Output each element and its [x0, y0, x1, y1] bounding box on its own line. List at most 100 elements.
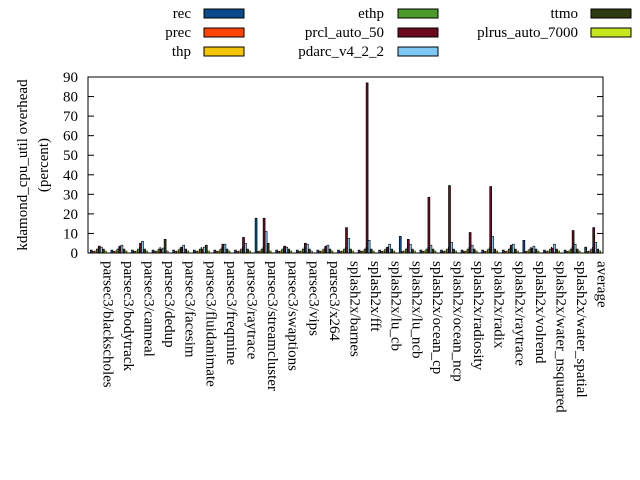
bar-pdarc_v4_2_2-17 — [450, 241, 453, 254]
bar-rec-15 — [398, 236, 402, 254]
legend-label: ethp — [358, 6, 384, 22]
y-tick-label: 70 — [63, 109, 78, 125]
legend-label: pdarc_v4_2_2 — [298, 44, 384, 60]
x-tick-label: splash2x/fft — [367, 261, 383, 332]
x-axis: parsec3/blackscholes parsec3/bodytrack par… — [97, 247, 610, 413]
bars — [89, 82, 602, 254]
x-tick-label: splash2x/water_nsquared — [553, 261, 569, 413]
bar-ttmo-18 — [472, 248, 476, 254]
bar-pdarc_v4_2_2-8 — [264, 231, 268, 254]
x-tick-label: splash2x/ocean_ncp — [450, 261, 466, 382]
x-tick-label: parsec3/blackscholes — [99, 261, 115, 388]
x-tick-label: parsec3/bodytrack — [120, 261, 136, 371]
legend-swatch — [203, 46, 245, 57]
x-tick-label: parsec3/canneal — [141, 261, 157, 357]
bar-ttmo-15 — [411, 248, 414, 254]
bar-ttmo-14 — [390, 248, 394, 254]
legend-label: prec — [165, 25, 191, 41]
bar-rec-24 — [584, 246, 587, 254]
x-tick-label: parsec3/freqmine — [223, 261, 239, 365]
bar-pdarc_v4_2_2-1 — [120, 244, 124, 254]
bar-pdarc_v4_2_2-21 — [532, 245, 536, 254]
bar-pdarc_v4_2_2-6 — [223, 243, 227, 254]
y-tick-label: 30 — [63, 187, 78, 203]
legend-swatch — [590, 27, 632, 38]
bar-rec-21 — [522, 239, 526, 254]
bar-pdarc_v4_2_2-3 — [161, 247, 165, 254]
x-tick-label: parsec3/raytrace — [244, 261, 260, 360]
bar-prcl_auto_50-17 — [448, 185, 451, 254]
bar-ttmo-3 — [163, 239, 167, 254]
x-tick-label: average — [594, 261, 610, 308]
legend-label: prcl_auto_50 — [305, 25, 384, 41]
bar-rec-8 — [254, 217, 258, 254]
y-axis-title-line: kdamond_cpu_util overhead — [15, 79, 31, 251]
bar-ttmo-20 — [514, 248, 517, 254]
bar-pdarc_v4_2_2-15 — [409, 243, 412, 254]
x-tick-label: splash2x/ocean_cp — [429, 261, 445, 374]
x-tick-label: splash2x/raytrace — [511, 261, 527, 366]
bar-pdarc_v4_2_2-10 — [306, 243, 309, 254]
bar-ttmo-9 — [287, 248, 291, 254]
bar-pdarc_v4_2_2-9 — [285, 246, 289, 254]
x-tick-label: parsec3/x264 — [326, 261, 342, 341]
legend-swatch — [203, 8, 245, 19]
x-tick-label: parsec3/vips — [305, 261, 321, 336]
bar-ttmo-13 — [369, 248, 373, 254]
x-tick-label: parsec3/fluidanimate — [202, 261, 218, 387]
bar-pdarc_v4_2_2-2 — [141, 240, 144, 254]
bar-pdarc_v4_2_2-0 — [100, 246, 103, 254]
bar-ttmo-0 — [102, 248, 105, 254]
x-tick-label: splash2x/radiosity — [470, 261, 486, 371]
bar-pdarc_v4_2_2-11 — [326, 244, 330, 254]
plot-frame — [87, 76, 604, 254]
y-axis-title-line: (percent) — [36, 138, 52, 192]
x-tick-label: splash2x/lu_cb — [388, 261, 404, 351]
legend-swatch — [397, 27, 439, 38]
legend-label: ttmo — [550, 6, 578, 22]
bar-ttmo-24 — [596, 248, 600, 254]
bar-ttmo-22 — [555, 248, 558, 254]
y-tick-label: 40 — [63, 168, 78, 184]
y-tick-label: 50 — [63, 148, 78, 164]
bar-ttmo-6 — [225, 248, 229, 254]
bar-pdarc_v4_2_2-12 — [347, 238, 350, 254]
legend: rec prec thp ethp prcl_auto_50 pdarc_v4_2_2 tt… — [165, 6, 632, 60]
x-tick-label: parsec3/dedup — [161, 261, 177, 348]
bar-pdarc_v4_2_2-18 — [470, 244, 474, 254]
bar-ttmo-12 — [349, 248, 352, 254]
y-tick-label: 90 — [63, 70, 78, 86]
bar-pdarc_v4_2_2-5 — [203, 246, 206, 254]
bar-ttmo-19 — [493, 248, 497, 254]
bar-ttmo-1 — [122, 248, 126, 254]
bar-ttmo-11 — [328, 248, 332, 254]
x-tick-label: splash2x/lu_ncb — [408, 261, 424, 359]
legend-label: plrus_auto_7000 — [477, 25, 578, 41]
bar-pdarc_v4_2_2-4 — [182, 244, 186, 254]
bar-pdarc_v4_2_2-19 — [491, 236, 495, 254]
x-tick-label: parsec3/streamcluster — [264, 261, 280, 391]
bar-pdarc_v4_2_2-23 — [573, 243, 577, 254]
bar-ttmo-16 — [431, 248, 435, 254]
x-tick-label: splash2x/water_spatial — [573, 261, 589, 398]
bar-ttmo-21 — [534, 248, 538, 254]
legend-swatch — [590, 8, 632, 19]
x-tick-label: splash2x/volrend — [532, 261, 548, 364]
bar-ttmo-10 — [308, 248, 311, 254]
bar-ttmo-5 — [205, 244, 208, 254]
bar-pdarc_v4_2_2-20 — [512, 243, 515, 254]
bar-ttmo-8 — [266, 242, 270, 254]
x-tick-label: parsec3/swaptions — [285, 261, 301, 371]
bar-prcl_auto_50-16 — [427, 196, 431, 254]
bar-ttmo-7 — [246, 248, 249, 254]
bar-pdarc_v4_2_2-14 — [388, 243, 392, 254]
x-tick-label: splash2x/barnes — [347, 261, 363, 357]
legend-label: thp — [172, 44, 191, 60]
bar-pdarc_v4_2_2-24 — [594, 241, 598, 254]
bar-ttmo-4 — [184, 248, 188, 254]
x-tick-label: splash2x/radix — [491, 261, 507, 349]
bar-pdarc_v4_2_2-7 — [244, 242, 247, 254]
bar-pdarc_v4_2_2-22 — [553, 243, 556, 254]
legend-label: rec — [173, 6, 192, 22]
